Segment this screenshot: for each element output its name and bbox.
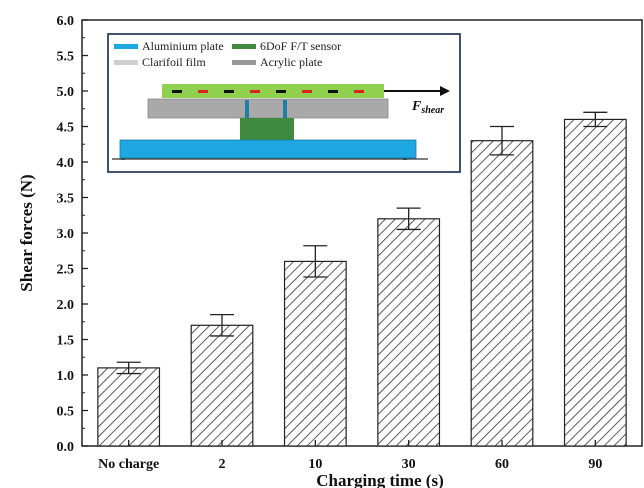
y-tick-label: 1.0 xyxy=(57,369,75,384)
x-tick-label: 2 xyxy=(219,457,226,472)
y-tick-label: 0.0 xyxy=(57,440,75,455)
legend-swatch-aluminium xyxy=(114,44,138,49)
y-tick-label: 5.0 xyxy=(57,85,75,100)
shear-force-label: Fshear xyxy=(411,99,444,116)
y-axis-label: Shear forces (N) xyxy=(17,174,36,291)
x-tick-label: 60 xyxy=(495,457,509,472)
legend-swatch-clarifoil xyxy=(114,60,138,65)
electrodes xyxy=(172,90,364,93)
legend-swatch-sensor xyxy=(232,44,256,49)
aluminium-plate xyxy=(119,139,417,159)
y-tick-label: 6.0 xyxy=(57,14,75,29)
x-axis-label: Charging time (s) xyxy=(316,471,443,488)
bar xyxy=(470,140,534,447)
y-tick-label: 2.0 xyxy=(57,298,75,313)
y-tick-label: 4.0 xyxy=(57,156,75,171)
x-tick-label: 10 xyxy=(308,457,322,472)
y-tick-label: 3.5 xyxy=(57,192,75,207)
y-tick-label: 5.5 xyxy=(57,50,75,65)
inset-diagram: Aluminium plate 6DoF F/T sensor Clarifoi… xyxy=(107,33,461,173)
bar xyxy=(283,260,347,447)
bar xyxy=(190,324,254,447)
x-tick-label: 90 xyxy=(588,457,602,472)
acrylic-plate xyxy=(147,98,389,119)
bar xyxy=(563,118,627,447)
bars xyxy=(97,111,627,447)
legend-swatch-acrylic xyxy=(232,60,256,65)
x-axis: No charge 2 10 30 60 90 xyxy=(98,440,602,472)
legend-label-clarifoil: Clarifoil film xyxy=(142,55,206,69)
x-tick-label: No charge xyxy=(98,457,159,472)
legend-label-sensor: 6DoF F/T sensor xyxy=(260,39,341,53)
bar xyxy=(97,367,161,447)
y-axis: 0.0 0.5 1.0 1.5 2.0 2.5 3.0 3.5 4.0 4.5 5.0 5.5 6.0 xyxy=(57,14,88,455)
legend-label-aluminium: Aluminium plate xyxy=(142,39,224,53)
film-layer xyxy=(162,84,384,98)
bar xyxy=(377,218,441,447)
y-tick-label: 1.5 xyxy=(57,334,75,349)
x-tick-label: 30 xyxy=(402,457,416,472)
y-tick-label: 3.0 xyxy=(57,227,75,242)
ft-sensor xyxy=(240,118,294,140)
legend-label-acrylic: Acrylic plate xyxy=(260,55,322,69)
shear-force-arrowhead xyxy=(440,86,450,96)
y-tick-label: 4.5 xyxy=(57,121,75,136)
y-tick-label: 2.5 xyxy=(57,263,75,278)
y-tick-label: 0.5 xyxy=(57,405,75,420)
